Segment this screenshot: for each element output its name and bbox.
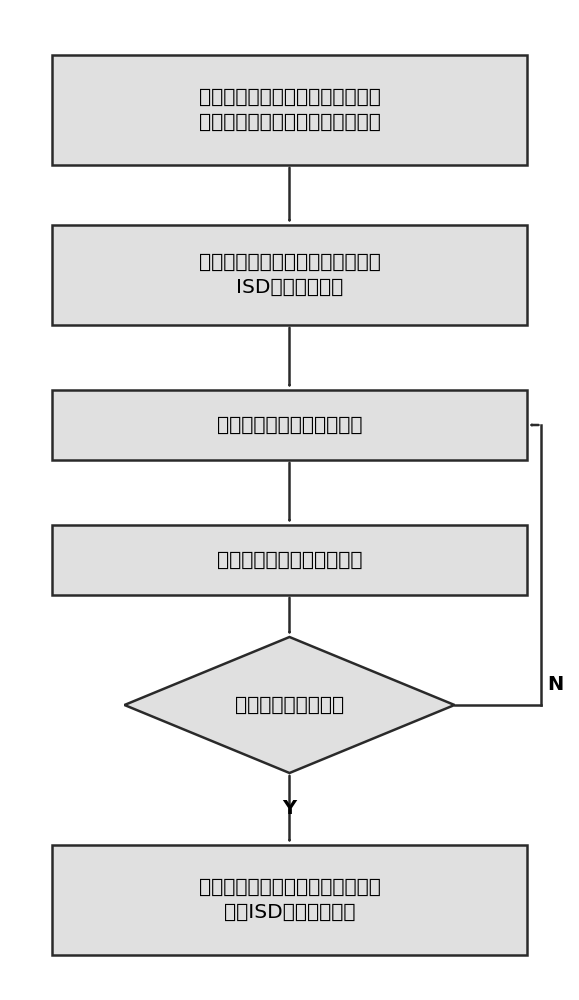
FancyBboxPatch shape bbox=[52, 225, 527, 325]
FancyBboxPatch shape bbox=[52, 845, 527, 955]
Text: 选取悬架设计优化性能指标: 选取悬架设计优化性能指标 bbox=[217, 416, 362, 434]
Text: 是否达到性能要求？: 是否达到性能要求？ bbox=[235, 696, 344, 714]
Text: N: N bbox=[547, 676, 563, 694]
FancyBboxPatch shape bbox=[52, 390, 527, 460]
Text: 构建基于分数阶电网络的车辆机电
ISD悬架结构模型: 构建基于分数阶电网络的车辆机电 ISD悬架结构模型 bbox=[199, 253, 380, 297]
Text: Y: Y bbox=[283, 798, 296, 818]
FancyBboxPatch shape bbox=[52, 525, 527, 595]
Text: 仿真分析基于分数阶电网络的车辆
机电ISD悬架结构性能: 仿真分析基于分数阶电网络的车辆 机电ISD悬架结构性能 bbox=[199, 878, 380, 922]
Text: 采用优化算法求解悬架结构: 采用优化算法求解悬架结构 bbox=[217, 550, 362, 570]
Text: 采用统一的分数阶微分和积分算子
，将分数阶机电网络元件解析表达: 采用统一的分数阶微分和积分算子 ，将分数阶机电网络元件解析表达 bbox=[199, 88, 380, 132]
Polygon shape bbox=[124, 637, 455, 773]
FancyBboxPatch shape bbox=[52, 55, 527, 165]
